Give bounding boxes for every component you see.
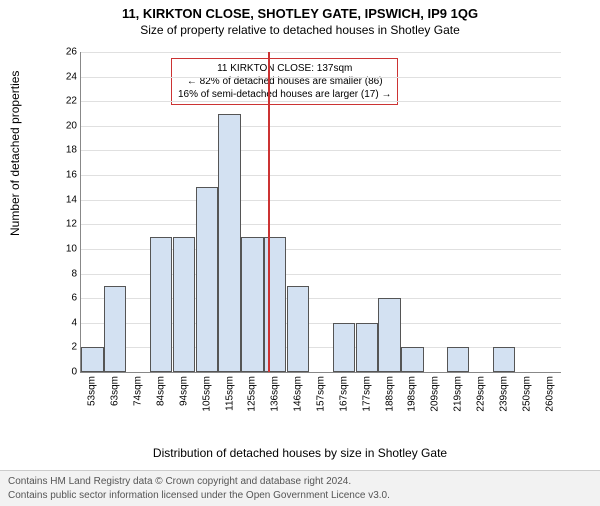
x-tick: 219sqm — [453, 376, 464, 412]
x-tick: 167sqm — [338, 376, 349, 412]
footer: Contains HM Land Registry data © Crown c… — [0, 470, 600, 506]
y-axis-label: Number of detached properties — [8, 71, 22, 236]
histogram-bar — [493, 347, 515, 372]
chart-title-sub: Size of property relative to detached ho… — [0, 23, 600, 37]
gridline — [81, 77, 561, 78]
annotation-line3: 16% of semi-detached houses are larger (… — [178, 88, 391, 101]
x-tick: 239sqm — [498, 376, 509, 412]
x-tick: 229sqm — [476, 376, 487, 412]
histogram-bar — [264, 237, 286, 372]
x-tick: 209sqm — [430, 376, 441, 412]
y-tick: 24 — [66, 71, 77, 82]
y-tick: 6 — [71, 293, 77, 304]
y-tick: 14 — [66, 194, 77, 205]
x-tick: 177sqm — [361, 376, 372, 412]
plot-area: 11 KIRKTON CLOSE: 137sqm ← 82% of detach… — [80, 52, 561, 373]
y-tick: 8 — [71, 268, 77, 279]
chart-area: 11 KIRKTON CLOSE: 137sqm ← 82% of detach… — [50, 52, 560, 422]
histogram-bar — [196, 187, 218, 372]
y-tick: 20 — [66, 120, 77, 131]
x-tick: 63sqm — [110, 376, 121, 406]
x-tick: 53sqm — [87, 376, 98, 406]
gridline — [81, 101, 561, 102]
histogram-bar — [356, 323, 378, 372]
histogram-bar — [218, 114, 240, 372]
gridline — [81, 224, 561, 225]
y-tick: 18 — [66, 145, 77, 156]
gridline — [81, 150, 561, 151]
histogram-bar — [447, 347, 469, 372]
histogram-bar — [173, 237, 195, 372]
x-tick: 146sqm — [293, 376, 304, 412]
y-tick: 10 — [66, 243, 77, 254]
y-tick: 16 — [66, 170, 77, 181]
histogram-bar — [401, 347, 423, 372]
histogram-bar — [241, 237, 263, 372]
x-tick: 188sqm — [384, 376, 395, 412]
x-tick: 94sqm — [178, 376, 189, 406]
histogram-bar — [150, 237, 172, 372]
x-tick: 157sqm — [316, 376, 327, 412]
histogram-bar — [378, 298, 400, 372]
gridline — [81, 200, 561, 201]
y-tick: 22 — [66, 96, 77, 107]
reference-line — [268, 52, 270, 372]
x-axis-label: Distribution of detached houses by size … — [0, 446, 600, 460]
x-tick: 105sqm — [201, 376, 212, 412]
footer-line1: Contains HM Land Registry data © Crown c… — [8, 475, 592, 489]
chart-title-main: 11, KIRKTON CLOSE, SHOTLEY GATE, IPSWICH… — [0, 6, 600, 21]
x-tick: 260sqm — [544, 376, 555, 412]
histogram-bar — [333, 323, 355, 372]
x-tick: 74sqm — [133, 376, 144, 406]
gridline — [81, 175, 561, 176]
y-tick: 0 — [71, 367, 77, 378]
histogram-bar — [81, 347, 103, 372]
x-tick: 198sqm — [407, 376, 418, 412]
annotation-box: 11 KIRKTON CLOSE: 137sqm ← 82% of detach… — [171, 58, 398, 105]
y-tick: 4 — [71, 317, 77, 328]
x-tick: 125sqm — [247, 376, 258, 412]
x-tick: 136sqm — [270, 376, 281, 412]
histogram-bar — [104, 286, 126, 372]
gridline — [81, 126, 561, 127]
y-tick: 2 — [71, 342, 77, 353]
x-tick: 250sqm — [521, 376, 532, 412]
gridline — [81, 52, 561, 53]
histogram-bar — [287, 286, 309, 372]
y-tick: 12 — [66, 219, 77, 230]
x-tick: 115sqm — [224, 376, 235, 411]
x-tick: 84sqm — [156, 376, 167, 406]
annotation-line1: 11 KIRKTON CLOSE: 137sqm — [178, 62, 391, 75]
y-tick: 26 — [66, 47, 77, 58]
